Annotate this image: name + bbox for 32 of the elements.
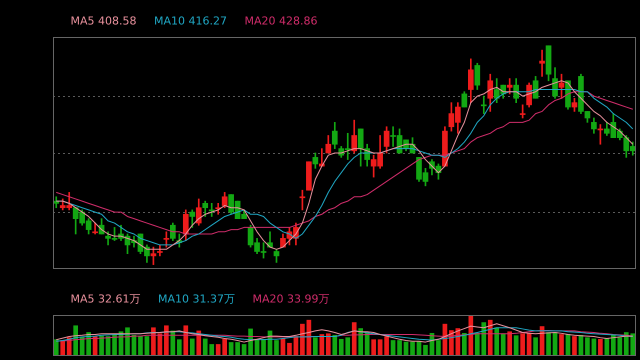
text: MA5 32.61万 (70, 292, 141, 306)
bar (313, 337, 318, 356)
bar (209, 344, 214, 356)
bar (617, 337, 622, 356)
bar (176, 339, 182, 356)
bar (228, 342, 234, 356)
bar (371, 339, 376, 356)
bar (598, 338, 603, 356)
bar (235, 342, 240, 356)
bar (384, 336, 389, 356)
bar (572, 336, 577, 356)
bar (202, 338, 208, 356)
text: MA10 416.27 (154, 14, 227, 28)
bar (592, 338, 596, 356)
bar (222, 338, 227, 356)
bar (566, 334, 570, 356)
bar (514, 335, 518, 356)
text: MA20 428.86 (244, 14, 318, 28)
bar (378, 339, 382, 356)
bar (540, 326, 544, 356)
bar (345, 337, 350, 356)
bar (190, 338, 195, 356)
bar (500, 333, 506, 356)
bar (559, 334, 564, 356)
bar (533, 337, 538, 356)
text: MA20 33.99万 (252, 292, 330, 306)
text: MA10 31.37万 (158, 292, 235, 306)
bar (520, 333, 525, 356)
bar (338, 338, 344, 356)
text: MA5 408.58 (70, 14, 136, 28)
candlestick (539, 50, 545, 77)
bar (216, 344, 221, 356)
